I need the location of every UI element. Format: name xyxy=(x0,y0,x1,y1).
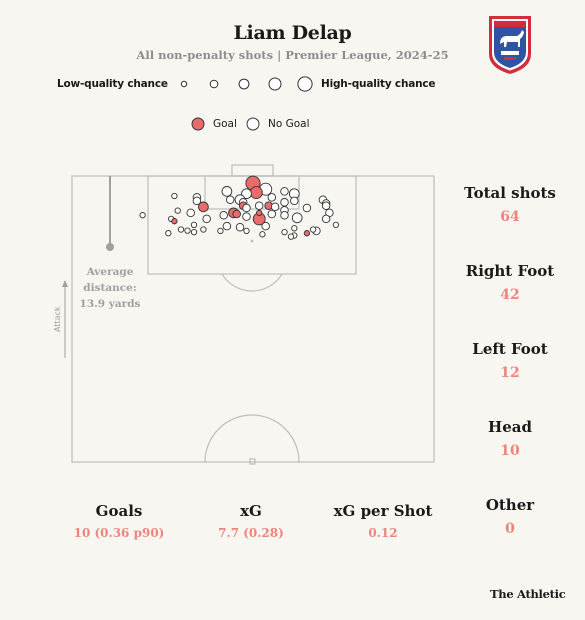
quality-scale-circle-4 xyxy=(268,77,282,91)
page-subtitle: All non-penalty shots | Premier League, … xyxy=(136,48,449,62)
average-distance-label-line1: Average xyxy=(86,266,134,278)
stat-xg-label: xG xyxy=(240,502,262,520)
shot-point-no-goal xyxy=(267,209,277,219)
stat-other-label: Other xyxy=(485,496,535,514)
shot-point-no-goal xyxy=(219,210,228,220)
shot-point-no-goal xyxy=(217,227,224,235)
shot-point-no-goal xyxy=(321,214,331,224)
shot-point-no-goal xyxy=(186,208,195,218)
shot-point-no-goal xyxy=(281,228,288,236)
average-distance-label-line2: distance: xyxy=(83,282,137,294)
average-distance-value: 13.9 yards xyxy=(79,298,141,310)
stat-xg-per-shot-value: 0.12 xyxy=(368,526,398,540)
shot-point-no-goal xyxy=(270,202,280,212)
shot-point-no-goal xyxy=(254,201,264,210)
shot-point-no-goal xyxy=(302,203,312,213)
shot-point-no-goal xyxy=(171,192,178,200)
stat-head-value: 10 xyxy=(500,443,520,459)
stat-right-foot-label: Right Foot xyxy=(465,262,555,280)
stat-goals-label: Goals xyxy=(95,502,143,520)
shot-point-no-goal xyxy=(235,222,245,232)
shot-point-no-goal xyxy=(321,201,331,210)
shot-points xyxy=(139,175,340,240)
stat-xg-value: 7.7 (0.28) xyxy=(218,526,284,540)
attack-label: Attack xyxy=(53,306,62,332)
shot-point-no-goal xyxy=(200,226,207,233)
shot-point-no-goal xyxy=(190,228,198,236)
quality-scale-circles xyxy=(180,76,313,92)
shot-point-no-goal xyxy=(290,196,299,206)
shot-point-no-goal xyxy=(243,227,250,235)
shot-point-no-goal xyxy=(165,230,172,237)
shot-point-no-goal xyxy=(309,226,317,233)
shot-point-no-goal xyxy=(241,188,252,200)
quality-scale-circle-5 xyxy=(297,76,313,92)
average-distance-text: Average distance: 13.9 yards xyxy=(79,264,141,312)
shot-point-no-goal xyxy=(184,227,191,234)
quality-scale-circle-3 xyxy=(238,78,250,90)
shot-point-no-goal xyxy=(280,210,289,220)
shot-point-no-goal xyxy=(242,203,251,213)
shot-point-no-goal xyxy=(192,196,202,206)
stat-left-foot-value: 12 xyxy=(500,365,520,381)
quality-scale-circle-2 xyxy=(209,79,219,89)
legend-no-goal-label: No Goal xyxy=(268,118,310,130)
stat-total-shots-value: 64 xyxy=(500,209,520,225)
shot-point-no-goal xyxy=(202,214,211,224)
shot-point-no-goal xyxy=(190,221,198,229)
brand-logo: The Athletic xyxy=(490,587,566,601)
stat-other-value: 0 xyxy=(505,521,515,537)
shot-point-goal xyxy=(256,209,263,217)
shot-point-goal xyxy=(198,201,209,213)
ipswich-town-crest-icon xyxy=(487,14,533,76)
shot-point-no-goal xyxy=(291,212,303,224)
shot-point-no-goal xyxy=(242,212,251,221)
shot-point-no-goal xyxy=(225,195,235,204)
shot-point-no-goal xyxy=(280,187,289,196)
shot-point-goal xyxy=(303,230,311,237)
legend-goal-label: Goal xyxy=(213,118,237,130)
shot-point-no-goal xyxy=(259,231,266,238)
shot-point-goal xyxy=(171,218,178,225)
pitch-lines xyxy=(71,164,435,465)
shot-point-no-goal xyxy=(139,212,146,219)
high-quality-label: High-quality chance xyxy=(321,78,436,90)
shot-point-no-goal xyxy=(267,193,277,202)
shot-point-no-goal xyxy=(287,233,295,240)
shot-point-no-goal xyxy=(280,198,289,207)
shot-point-no-goal xyxy=(221,186,233,197)
shot-point-goal xyxy=(249,186,263,200)
shot-point-no-goal xyxy=(332,221,340,229)
stat-head-label: Head xyxy=(488,418,532,436)
stat-goals-value: 10 (0.36 p90) xyxy=(73,526,165,540)
stat-right-foot-value: 42 xyxy=(500,287,520,303)
low-quality-label: Low-quality chance xyxy=(57,78,168,90)
quality-scale-circle-1 xyxy=(180,80,188,88)
shot-point-no-goal xyxy=(177,226,185,233)
shot-point-no-goal xyxy=(174,207,181,214)
legend-goal-marker xyxy=(191,117,205,131)
shot-point-no-goal xyxy=(261,221,270,231)
average-distance-dot xyxy=(106,243,114,251)
page-title: Liam Delap xyxy=(233,22,352,44)
shot-point-no-goal xyxy=(222,221,232,231)
stat-left-foot-label: Left Foot xyxy=(472,340,548,358)
shot-point-no-goal xyxy=(291,225,298,232)
stat-total-shots-label: Total shots xyxy=(464,184,556,202)
shot-point-goal xyxy=(232,209,241,219)
stat-xg-per-shot-label: xG per Shot xyxy=(333,502,433,520)
legend-no-goal-marker xyxy=(246,117,260,131)
